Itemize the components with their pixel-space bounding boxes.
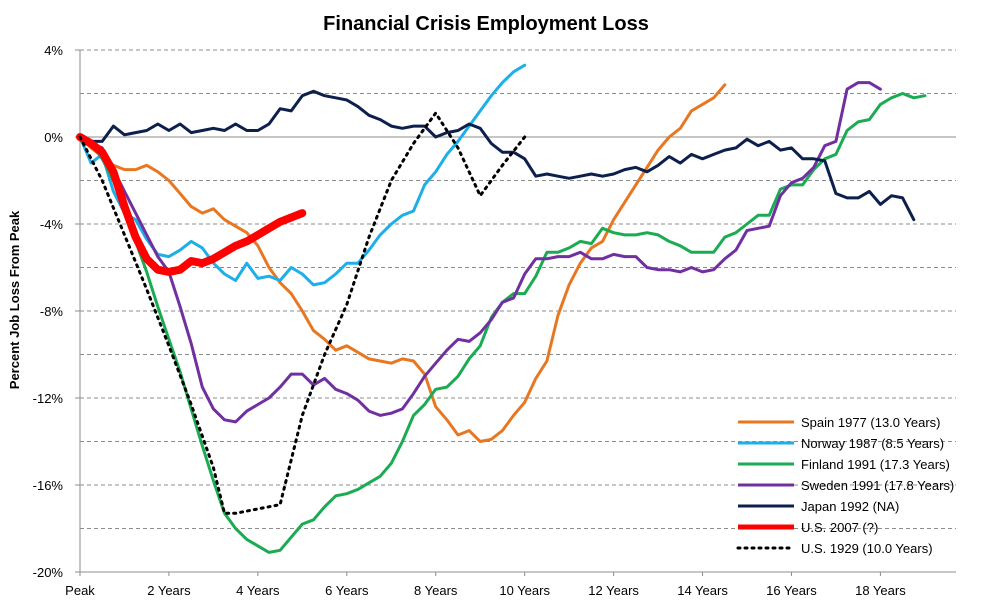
x-tick-label: 16 Years <box>766 583 817 598</box>
y-tick-label: -12% <box>33 391 64 406</box>
series-line-4 <box>78 89 916 222</box>
y-tick-label: 0% <box>44 130 63 145</box>
series-line-0 <box>78 83 727 443</box>
legend-label: Japan 1992 (NA) <box>801 499 899 514</box>
x-tick-label: 4 Years <box>236 583 280 598</box>
x-tick-label: 12 Years <box>588 583 639 598</box>
x-tick-label: 14 Years <box>677 583 728 598</box>
series-line-2 <box>78 92 927 554</box>
legend-label: U.S. 2007 (?) <box>801 520 878 535</box>
y-axis-label: Percent Job Loss From Peak <box>7 210 22 389</box>
series-line-3 <box>78 81 882 424</box>
x-tick-label: 18 Years <box>855 583 906 598</box>
legend-label: Spain 1977 (13.0 Years) <box>801 415 941 430</box>
chart-title: Financial Crisis Employment Loss <box>323 13 649 35</box>
x-tick-label: 2 Years <box>147 583 191 598</box>
legend-label: Sweden 1991 (17.8 Years) <box>801 478 954 493</box>
series-line-5 <box>76 133 307 276</box>
y-tick-label: -16% <box>33 478 64 493</box>
x-tick-label: 8 Years <box>414 583 458 598</box>
x-tick-label: 6 Years <box>325 583 369 598</box>
y-tick-label: -4% <box>40 217 64 232</box>
x-tick-label: Peak <box>65 583 95 598</box>
y-tick-label: -8% <box>40 304 64 319</box>
y-tick-label: 4% <box>44 43 63 58</box>
legend-label: Finland 1991 (17.3 Years) <box>801 457 950 472</box>
legend: Spain 1977 (13.0 Years) Norway 1987 (8.5 … <box>736 415 954 556</box>
series-line-6 <box>78 111 527 515</box>
axes: 4% 0% -4% -8% -12% -16% -20%Peak 2 Years 4 Years… <box>33 43 956 598</box>
series-lines <box>76 63 927 554</box>
gridlines <box>80 49 956 573</box>
x-tick-label: 10 Years <box>499 583 550 598</box>
legend-label: U.S. 1929 (10.0 Years) <box>801 541 933 556</box>
legend-label: Norway 1987 (8.5 Years) <box>801 436 944 451</box>
y-tick-label: -20% <box>33 565 64 580</box>
